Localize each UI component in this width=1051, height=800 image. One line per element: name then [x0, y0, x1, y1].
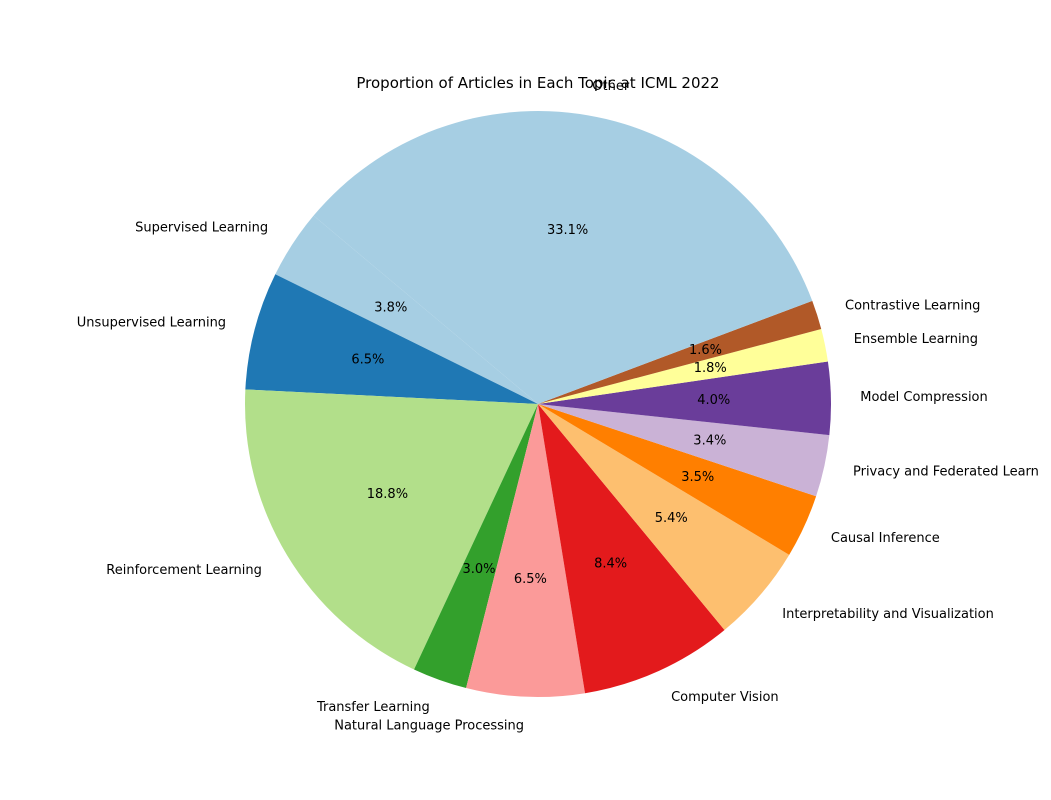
- pie-label-privacy-and-federated-learn: Privacy and Federated Learn: [853, 465, 1039, 480]
- pie-slice-model-compression: [538, 361, 831, 436]
- pie-slice-reinforcement-learning: [245, 389, 539, 670]
- pie-percent-contrastive-learning: 1.6%: [689, 343, 722, 358]
- pie-percent-model-compression: 4.0%: [697, 393, 730, 408]
- pie-label-causal-inference: Causal Inference: [831, 531, 940, 546]
- pie-slice-supervised-learning: [275, 215, 538, 404]
- pie-label-model-compression: Model Compression: [860, 390, 988, 405]
- pie-slice-computer-vision: [538, 404, 725, 694]
- pie-percent-ensemble-learning: 1.8%: [694, 361, 727, 376]
- pie-percent-transfer-learning: 3.0%: [462, 562, 495, 577]
- pie-label-unsupervised-learning: Unsupervised Learning: [77, 315, 226, 330]
- pie-percent-unsupervised-learning: 6.5%: [351, 352, 384, 367]
- pie-percent-computer-vision: 8.4%: [594, 557, 627, 572]
- pie-percent-privacy-and-federated-learn: 3.4%: [693, 434, 726, 449]
- pie-labels: Supervised Learning Unsupervised Learning…: [77, 79, 1039, 734]
- pie-label-supervised-learning: Supervised Learning: [135, 220, 268, 235]
- pie-percent-causal-inference: 3.5%: [681, 470, 714, 485]
- pie-slice-unsupervised-learning: [245, 274, 538, 404]
- pie-label-other: Other: [592, 79, 630, 94]
- pie-label-interpretability-and-visualization: Interpretability and Visualization: [782, 607, 994, 622]
- pie-slice-natural-language-processing: [466, 404, 586, 697]
- pie-percent-interpretability-and-visualization: 5.4%: [655, 511, 688, 526]
- chart-title: Proportion of Articles in Each Topic at …: [356, 74, 719, 92]
- pie-slice-interpretability-and-visualization: [538, 404, 790, 630]
- pie-percent-labels: 3.8% 6.5% 18.8% 3.0% 6.5% 8.4% 5.4% 3.5% 3.4% 4.0…: [351, 223, 730, 587]
- pie-label-computer-vision: Computer Vision: [671, 690, 779, 705]
- pie-label-transfer-learning: Transfer Learning: [316, 700, 430, 715]
- pie-label-reinforcement-learning: Reinforcement Learning: [106, 563, 262, 578]
- pie-percent-reinforcement-learning: 18.8%: [367, 487, 408, 502]
- pie-slice-privacy-and-federated-learn: [538, 404, 830, 497]
- pie-slice-transfer-learning: [414, 404, 538, 689]
- pie-percent-other: 33.1%: [547, 223, 588, 238]
- pie-percent-natural-language-processing: 6.5%: [514, 572, 547, 587]
- pie-slice-causal-inference: [538, 404, 817, 555]
- pie-slice-ensemble-learning: [538, 329, 828, 404]
- pie-slice-contrastive-learning: [538, 300, 822, 404]
- pie-percent-supervised-learning: 3.8%: [374, 300, 407, 315]
- pie-slices: [245, 110, 831, 697]
- pie-label-ensemble-learning: Ensemble Learning: [854, 332, 978, 347]
- pie-label-natural-language-processing: Natural Language Processing: [334, 718, 524, 733]
- pie-label-contrastive-learning: Contrastive Learning: [845, 298, 980, 313]
- pie-slice-other: [313, 110, 813, 404]
